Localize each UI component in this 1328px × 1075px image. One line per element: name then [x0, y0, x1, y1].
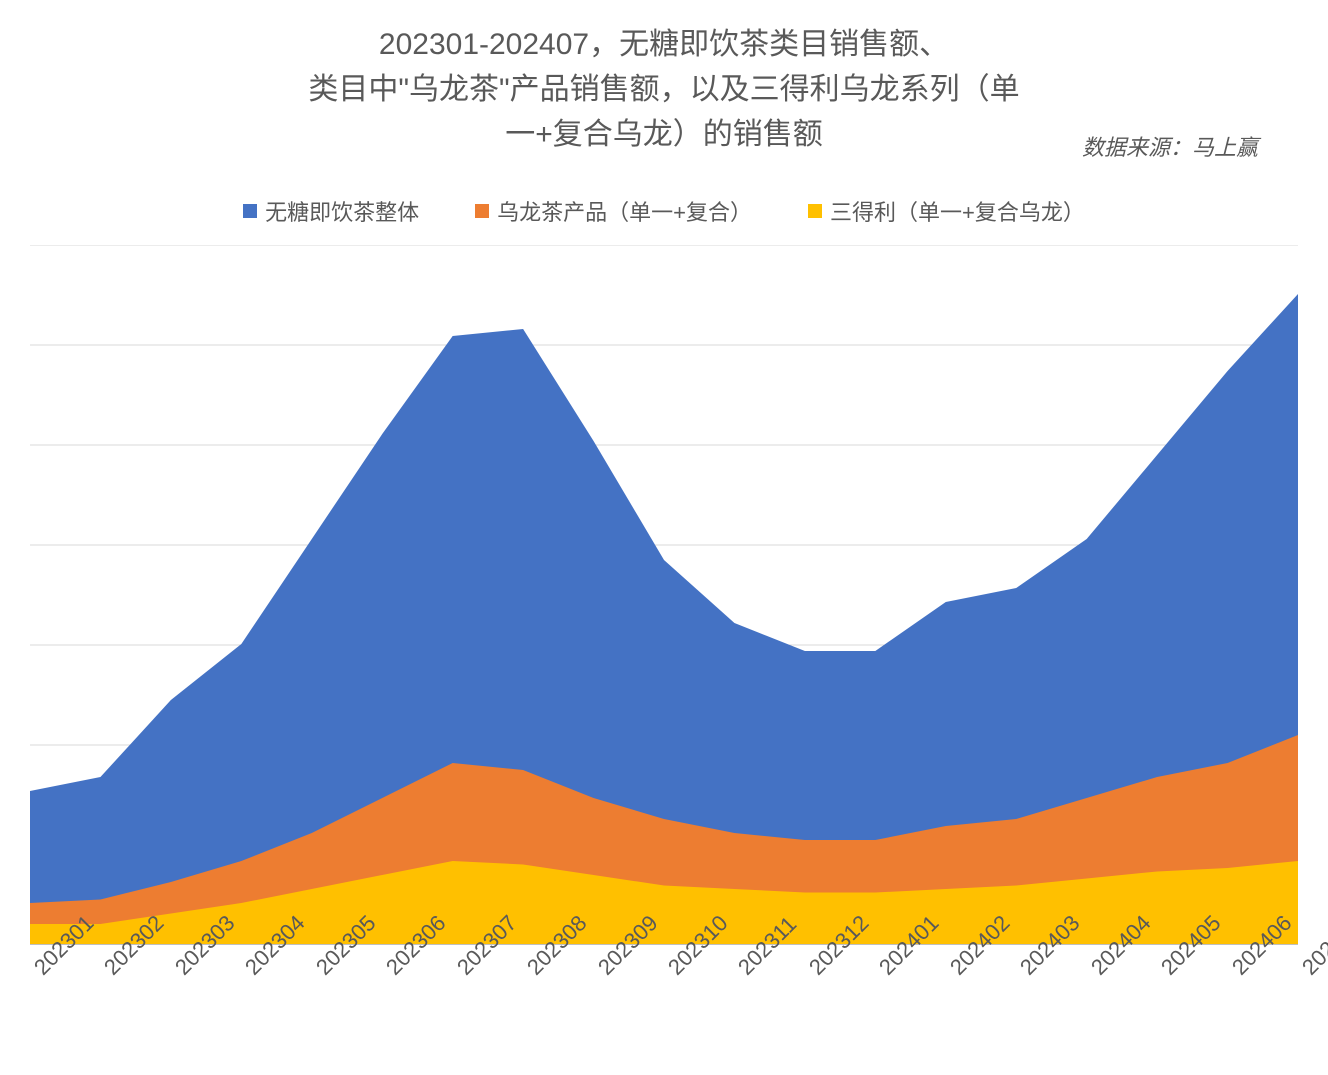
x-axis-label-5: 202306	[381, 955, 406, 980]
legend-swatch-0	[243, 204, 257, 218]
x-axis-label-14: 202403	[1015, 955, 1040, 980]
x-axis-label-13: 202402	[945, 955, 970, 980]
area-chart-plot	[30, 245, 1298, 945]
x-axis-label-16: 202405	[1156, 955, 1181, 980]
x-axis-label-12: 202401	[874, 955, 899, 980]
x-axis-label-0: 202301	[29, 955, 54, 980]
title-line-1: 202301-202407，无糖即饮茶类目销售额、	[0, 22, 1328, 67]
x-axis-label-18: 202407	[1297, 955, 1322, 980]
chart-container: 202301-202407，无糖即饮茶类目销售额、 类目中"乌龙茶"产品销售额，…	[0, 0, 1328, 1046]
title-line-2: 类目中"乌龙茶"产品销售额，以及三得利乌龙系列（单	[0, 67, 1328, 112]
legend-label-1: 乌龙茶产品（单一+复合）	[497, 195, 752, 227]
legend-item-1: 乌龙茶产品（单一+复合）	[475, 195, 752, 227]
legend: 无糖即饮茶整体 乌龙茶产品（单一+复合） 三得利（单一+复合乌龙）	[0, 195, 1328, 227]
x-axis-label-10: 202311	[733, 955, 758, 980]
x-axis-label-2: 202303	[170, 955, 195, 980]
data-source-label: 数据来源：马上赢	[1082, 130, 1258, 162]
x-axis-label-9: 202310	[663, 955, 688, 980]
legend-item-0: 无糖即饮茶整体	[243, 195, 419, 227]
x-axis-labels: 202301 202302 202303 202304 202305 202306 2023…	[30, 955, 1298, 1075]
x-axis-label-6: 202307	[452, 955, 477, 980]
x-axis-label-3: 202304	[240, 955, 265, 980]
x-axis-label-17: 202406	[1226, 955, 1251, 980]
x-axis-label-11: 202312	[804, 955, 829, 980]
legend-swatch-2	[808, 204, 822, 218]
legend-label-0: 无糖即饮茶整体	[265, 195, 419, 227]
x-axis-label-4: 202305	[311, 955, 336, 980]
legend-item-2: 三得利（单一+复合乌龙）	[808, 195, 1085, 227]
x-axis-label-15: 202404	[1086, 955, 1111, 980]
legend-swatch-1	[475, 204, 489, 218]
legend-label-2: 三得利（单一+复合乌龙）	[830, 195, 1085, 227]
x-axis-label-7: 202308	[522, 955, 547, 980]
x-axis-label-8: 202309	[592, 955, 617, 980]
x-axis-label-1: 202302	[99, 955, 124, 980]
